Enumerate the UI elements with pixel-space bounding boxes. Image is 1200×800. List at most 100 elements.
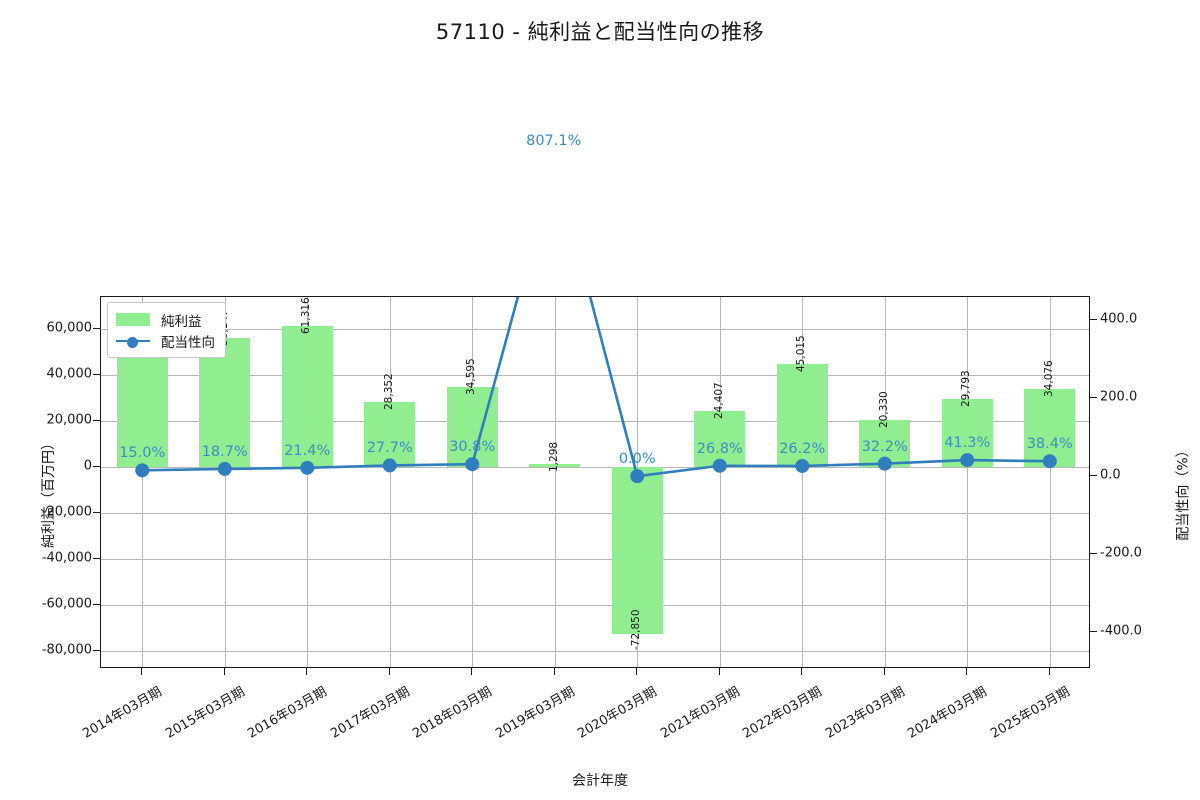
gridline-v <box>554 297 556 667</box>
legend-label-net-income: 純利益 <box>161 313 202 330</box>
x-axis-tick-label: 2015年03月期 <box>162 684 248 742</box>
gridline-v <box>307 297 309 667</box>
y-axis-right-tick-mark <box>1090 553 1097 555</box>
x-axis-tick-label: 2023年03月期 <box>822 684 908 742</box>
x-axis-tick-mark <box>141 668 143 675</box>
y-axis-left-title: 純利益（百万円） <box>41 436 57 548</box>
payout-ratio-label: 26.8% <box>696 440 743 457</box>
y-axis-left-tick-mark <box>93 557 100 559</box>
x-axis-tick-mark <box>883 668 885 675</box>
chart-title: 57110 - 純利益と配当性向の推移 <box>435 20 765 44</box>
line-marker-icon <box>116 334 150 348</box>
y-axis-left-tick-mark <box>93 328 100 330</box>
bar-value-label: 61,316 <box>300 297 313 335</box>
offscale-annotation-807: 807.1% <box>526 133 582 149</box>
bar-value-label: -72,850 <box>630 609 643 651</box>
gridline-h <box>101 604 1089 606</box>
y-axis-left-tick-label: -40,000 <box>41 550 92 566</box>
gridline-v <box>719 297 721 667</box>
payout-ratio-label: 38.4% <box>1026 436 1073 453</box>
payout-ratio-label: 15.0% <box>119 445 166 462</box>
payout-ratio-label: 30.8% <box>449 439 496 456</box>
x-axis-tick-mark <box>553 668 555 675</box>
x-axis-tick-mark <box>801 668 803 675</box>
y-axis-left-tick-mark <box>93 649 100 651</box>
payout-ratio-label: 26.2% <box>779 440 826 457</box>
x-axis-tick-label: 2016年03月期 <box>245 684 330 742</box>
y-axis-left-tick-mark <box>93 465 100 467</box>
y-axis-right-tick-mark <box>1090 630 1097 632</box>
y-axis-left-tick-label: 20,000 <box>46 412 93 428</box>
y-axis-left-tick-label: -20,000 <box>41 504 92 520</box>
y-axis-right-tick-mark <box>1090 319 1097 321</box>
gridline-h <box>101 650 1089 652</box>
bar[interactable] <box>1024 388 1076 467</box>
gridline-v <box>224 297 226 667</box>
bar-value-label: 34,076 <box>1042 359 1055 397</box>
bar-value-label: 34,595 <box>465 358 478 396</box>
x-axis-tick-label: 2020年03月期 <box>575 684 660 742</box>
x-axis-title: 会計年度 <box>572 773 628 789</box>
gridline-v <box>1049 297 1051 667</box>
legend-item-payout-ratio: 配当性向 <box>116 330 215 351</box>
y-axis-right-tick-label: 400.0 <box>1100 311 1138 327</box>
gridline-h <box>101 466 1089 468</box>
x-axis-tick-label: 2024年03月期 <box>905 684 990 742</box>
y-axis-left-tick-mark <box>93 511 100 513</box>
x-axis-tick-label: 2017年03月期 <box>327 684 413 742</box>
y-axis-left-tick-label: -80,000 <box>41 642 92 658</box>
y-axis-right-title: 配当性向（%） <box>1175 443 1192 541</box>
x-axis-tick-label: 2014年03月期 <box>80 684 165 742</box>
bar[interactable] <box>611 466 663 635</box>
payout-ratio-label: 18.7% <box>201 443 248 460</box>
y-axis-left-tick-mark <box>93 374 100 376</box>
x-axis-tick-mark <box>306 668 308 675</box>
payout-ratio-label: 32.2% <box>861 438 908 455</box>
bar-swatch-icon <box>116 313 150 326</box>
gridline-v <box>884 297 886 667</box>
bar-value-label: 20,330 <box>877 391 890 429</box>
y-axis-right-tick-label: -200.0 <box>1100 545 1142 561</box>
plot-area: 15.0% 18.7% 21.4% 27.7% 30.8% 0.0% 26.8% 26.2% 3… <box>100 296 1090 668</box>
gridline-v <box>142 297 144 667</box>
legend-label-payout-ratio: 配当性向 <box>161 334 215 351</box>
bar-value-label: 24,407 <box>712 382 725 419</box>
gridline-v <box>472 297 474 667</box>
y-axis-right-tick-label: 0.0 <box>1100 467 1121 483</box>
y-axis-right-tick-label: 200.0 <box>1100 389 1138 405</box>
gridline-v <box>967 297 969 667</box>
bar[interactable] <box>694 410 746 467</box>
y-axis-left-tick-label: 60,000 <box>46 320 93 336</box>
x-axis-tick-mark <box>718 668 720 675</box>
gridline-h <box>101 558 1089 560</box>
payout-ratio-label: 21.4% <box>284 442 331 459</box>
x-axis-tick-label: 2025年03月期 <box>987 684 1073 742</box>
y-axis-right-tick-mark <box>1090 475 1097 477</box>
x-axis-tick-mark <box>636 668 638 675</box>
x-axis-tick-label: 2019年03月期 <box>492 684 578 742</box>
bar-value-label: 1,298 <box>547 441 560 472</box>
payout-ratio-label: 27.7% <box>366 440 413 457</box>
y-axis-left-tick-mark <box>93 420 100 421</box>
y-axis-left-tick-label: 0 <box>83 458 92 474</box>
x-axis-tick-mark <box>223 668 225 675</box>
x-axis-tick-label: 2022年03月期 <box>740 684 825 742</box>
gridline-h <box>101 512 1089 514</box>
gridline-v <box>802 297 804 667</box>
bar-value-label: 45,015 <box>795 334 808 372</box>
bar-value-label: 28,352 <box>382 373 395 410</box>
bar[interactable] <box>941 398 993 467</box>
payout-ratio-label: 41.3% <box>944 435 991 452</box>
gridline-v <box>389 297 391 667</box>
x-axis-tick-mark <box>1048 668 1050 675</box>
payout-ratio-label: 0.0% <box>618 451 656 468</box>
x-axis-tick-mark <box>471 668 473 675</box>
bar-value-label: 29,793 <box>960 369 973 407</box>
x-axis-tick-mark <box>388 668 390 675</box>
x-axis-tick-label: 2018年03月期 <box>410 684 495 742</box>
x-axis-tick-label: 2021年03月期 <box>657 684 743 742</box>
y-axis-left-tick-mark <box>93 603 100 605</box>
bar[interactable] <box>364 401 416 467</box>
y-axis-right-tick-label: -400.0 <box>1100 623 1142 639</box>
